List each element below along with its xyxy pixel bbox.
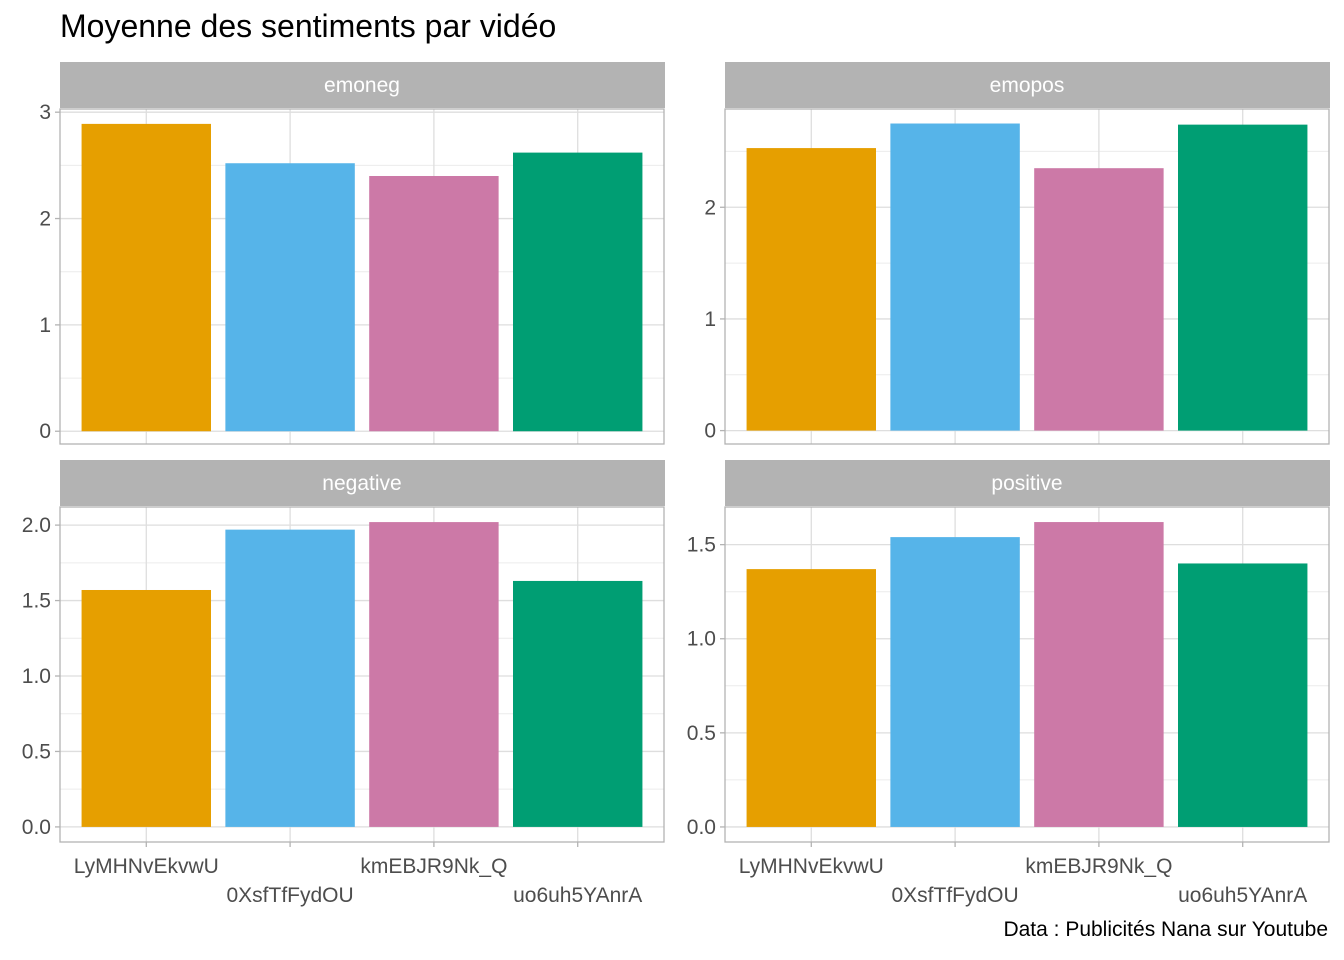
bar-emopos-uo6uh5YAnrA bbox=[1178, 124, 1308, 431]
panel-strip-label: emopos bbox=[990, 74, 1065, 97]
panel-strip-negative bbox=[60, 460, 665, 506]
bar-emoneg-uo6uh5YAnrA bbox=[513, 152, 643, 432]
panel-border bbox=[724, 108, 1330, 445]
y-tick-label: 2.0 bbox=[22, 514, 51, 537]
y-tick-label: 0.0 bbox=[22, 816, 51, 839]
bar-negative-LyMHNvEkvwU bbox=[81, 589, 211, 827]
panel-strip-label: negative bbox=[322, 472, 401, 495]
y-tick-label: 1.5 bbox=[22, 590, 51, 613]
bar-positive-uo6uh5YAnrA bbox=[1178, 563, 1308, 827]
y-tick-label: 1.0 bbox=[687, 628, 716, 651]
panel-border bbox=[59, 506, 665, 843]
bar-emopos-0XsfTfFydOU bbox=[890, 123, 1020, 431]
bar-positive-LyMHNvEkvwU bbox=[746, 569, 876, 827]
x-tick-label: 0XsfTfFydOU bbox=[891, 884, 1018, 907]
panel-border bbox=[59, 108, 665, 445]
bar-negative-uo6uh5YAnrA bbox=[513, 580, 643, 827]
x-tick-label: LyMHNvEkvwU bbox=[74, 855, 219, 878]
panel-border bbox=[724, 506, 1330, 843]
x-tick-label: 0XsfTfFydOU bbox=[226, 884, 353, 907]
bar-emoneg-kmEBJR9Nk_Q bbox=[369, 176, 499, 432]
bar-positive-0XsfTfFydOU bbox=[890, 537, 1020, 827]
y-tick-label: 2 bbox=[704, 196, 716, 219]
y-tick-label: 1 bbox=[39, 314, 51, 337]
chart-title: Moyenne des sentiments par vidéo bbox=[60, 8, 557, 44]
y-tick-label: 0 bbox=[704, 420, 716, 443]
y-tick-label: 3 bbox=[39, 101, 51, 124]
y-tick-label: 2 bbox=[39, 208, 51, 231]
panel-strip-emoneg bbox=[60, 62, 665, 108]
bar-emopos-kmEBJR9Nk_Q bbox=[1034, 168, 1164, 431]
x-tick-label: uo6uh5YAnrA bbox=[513, 884, 642, 907]
panel-strip-label: emoneg bbox=[324, 74, 400, 97]
bar-negative-0XsfTfFydOU bbox=[225, 529, 355, 827]
x-tick-label: kmEBJR9Nk_Q bbox=[360, 855, 507, 878]
panel-strip-emopos bbox=[725, 62, 1330, 108]
bar-emopos-LyMHNvEkvwU bbox=[746, 148, 876, 431]
chart-caption: Data : Publicités Nana sur Youtube bbox=[1003, 918, 1328, 941]
x-tick-label: kmEBJR9Nk_Q bbox=[1025, 855, 1172, 878]
panel-strip-label: positive bbox=[991, 472, 1062, 495]
y-tick-label: 1 bbox=[704, 308, 716, 331]
y-tick-label: 0.5 bbox=[687, 722, 716, 745]
y-tick-label: 0.0 bbox=[687, 816, 716, 839]
bar-negative-kmEBJR9Nk_Q bbox=[369, 522, 499, 827]
bar-emoneg-0XsfTfFydOU bbox=[225, 163, 355, 432]
bar-positive-kmEBJR9Nk_Q bbox=[1034, 522, 1164, 827]
y-tick-label: 1.5 bbox=[687, 534, 716, 557]
bar-emoneg-LyMHNvEkvwU bbox=[81, 123, 211, 432]
y-tick-label: 0.5 bbox=[22, 740, 51, 763]
x-tick-label: LyMHNvEkvwU bbox=[739, 855, 884, 878]
y-tick-label: 1.0 bbox=[22, 665, 51, 688]
y-tick-label: 0 bbox=[39, 420, 51, 443]
x-tick-label: uo6uh5YAnrA bbox=[1178, 884, 1307, 907]
panel-strip-positive bbox=[725, 460, 1330, 506]
